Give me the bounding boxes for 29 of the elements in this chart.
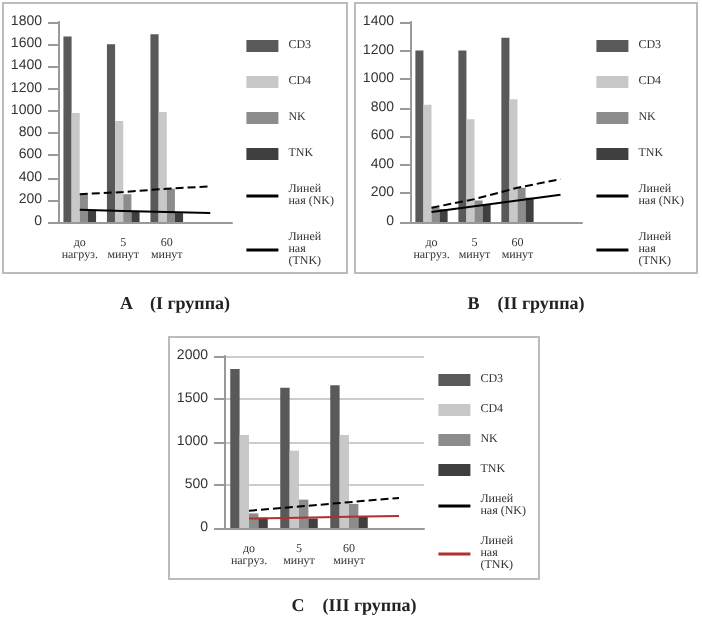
bar (115, 120, 124, 222)
bar (258, 517, 268, 528)
bar (482, 204, 491, 222)
bar (87, 210, 97, 222)
bar (158, 112, 167, 222)
bar (280, 387, 290, 528)
bar (166, 188, 175, 222)
bar (517, 187, 526, 222)
bar (415, 50, 424, 222)
bar (509, 99, 518, 222)
bar (501, 37, 510, 222)
text: A (I группа) (119, 293, 231, 313)
text: B (II группа) (467, 293, 585, 313)
line-series (248, 496, 400, 512)
bar (423, 104, 432, 222)
bar (466, 119, 475, 222)
bar (106, 44, 116, 222)
bar (123, 194, 132, 222)
bar (63, 36, 72, 222)
bar (131, 210, 140, 222)
bar (71, 113, 80, 222)
bar (525, 197, 534, 222)
bar (458, 50, 467, 222)
bar (174, 213, 184, 222)
bar (150, 34, 159, 222)
bar (230, 368, 240, 528)
bar (330, 385, 340, 528)
bar (308, 518, 318, 528)
text: C (III группа) (291, 595, 417, 615)
